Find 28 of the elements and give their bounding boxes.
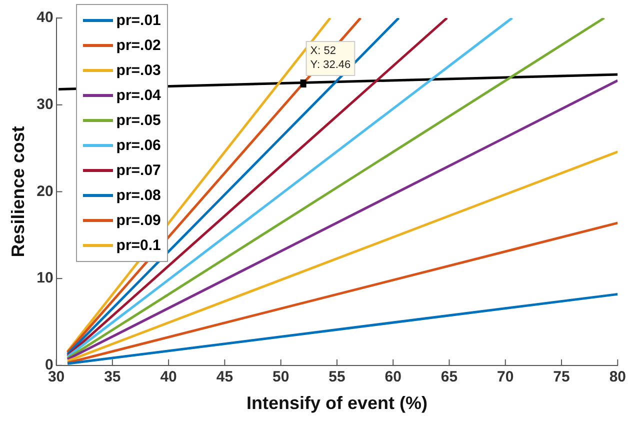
legend-label: pr=.03 — [116, 62, 161, 79]
y-tick-label: 30 — [36, 96, 54, 113]
x-tick-label: 70 — [497, 368, 514, 386]
x-tick-label: 80 — [609, 368, 626, 386]
annotation: X: 52 Y: 32.46 — [310, 45, 351, 72]
y-axis-title: Resilience cost — [8, 126, 28, 258]
x-tick-label: 50 — [272, 368, 290, 386]
legend-label: pr=.01 — [116, 12, 161, 29]
legend-label: pr=.05 — [116, 112, 161, 129]
x-tick-label: 75 — [553, 368, 570, 386]
x-tick-label: 35 — [104, 368, 121, 386]
legend-label: pr=.02 — [116, 37, 161, 54]
x-axis-title: Intensify of event (%) — [246, 393, 428, 414]
x-tick-label: 40 — [160, 368, 177, 386]
x-tick-label: 30 — [48, 368, 65, 386]
y-tick-label: 10 — [36, 270, 54, 287]
y-tick-label: 20 — [36, 182, 54, 200]
x-tick-label: 65 — [440, 368, 458, 386]
y-tick-label: 40 — [36, 9, 54, 26]
legend-label: pr=.09 — [116, 212, 161, 229]
legend-label: pr=.08 — [116, 187, 161, 204]
legend-label: pr=.06 — [116, 137, 161, 154]
legend-label: pr=0.1 — [116, 237, 161, 254]
x-tick-label: 55 — [328, 368, 346, 386]
legend-label: pr=.07 — [116, 162, 161, 179]
x-tick-label: 45 — [216, 368, 234, 386]
x-tick-label: 60 — [384, 368, 402, 386]
legend-label: pr=.04 — [116, 87, 161, 104]
